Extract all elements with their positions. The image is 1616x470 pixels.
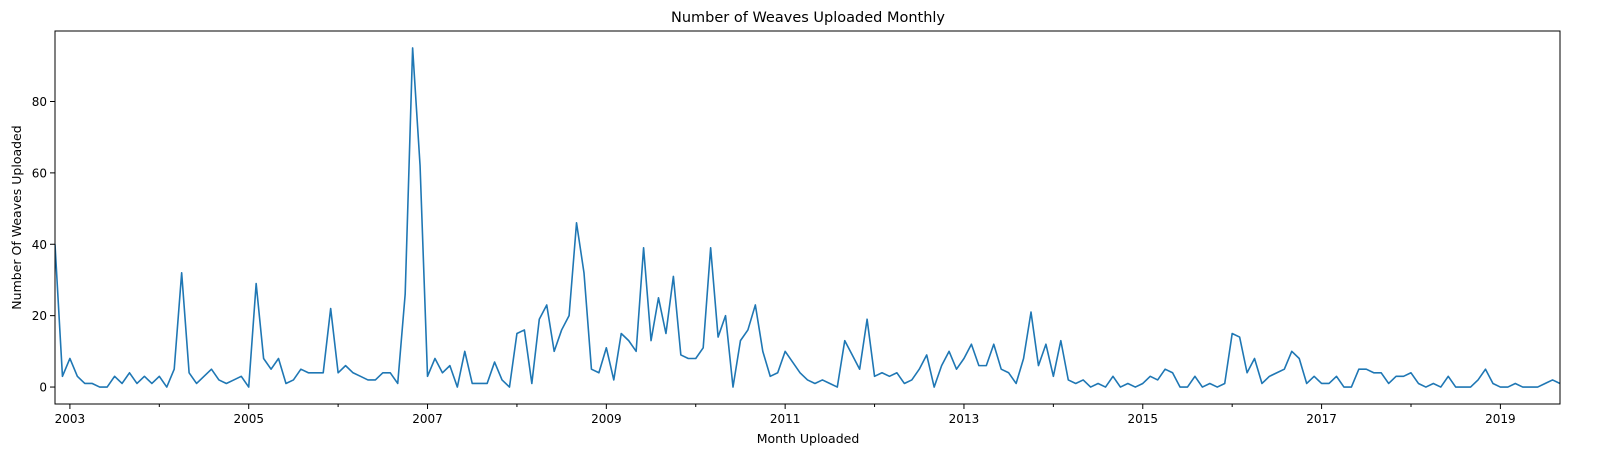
x-tick-label: 2015 (1127, 412, 1158, 426)
plot-frame (54, 30, 1561, 405)
x-tick-label: 2019 (1485, 412, 1516, 426)
x-tick-label: 2003 (55, 412, 86, 426)
series-layer (55, 47, 1560, 388)
y-tick-label: 20 (32, 309, 47, 323)
series-line-0 (55, 47, 1560, 388)
y-tick-label: 0 (39, 381, 47, 395)
x-axis-label: Month Uploaded (757, 431, 860, 446)
y-axis-label: Number Of Weaves Uploaded (9, 125, 24, 309)
y-tick-label: 40 (32, 238, 47, 252)
x-tick-label: 2017 (1306, 412, 1337, 426)
x-tick-label: 2013 (949, 412, 980, 426)
y-tick-label: 80 (32, 95, 47, 109)
y-tick-label: 60 (32, 166, 47, 180)
chart-title: Number of Weaves Uploaded Monthly (671, 10, 945, 26)
x-tick-label: 2011 (770, 412, 801, 426)
x-tick-label: 2005 (233, 412, 264, 426)
x-tick-label: 2007 (412, 412, 443, 426)
x-tick-label: 2009 (591, 412, 622, 426)
axis-ticks: 2003 2005 2007 2009 2011 2013 2015 2017 2019 0 20 4… (32, 95, 1516, 426)
